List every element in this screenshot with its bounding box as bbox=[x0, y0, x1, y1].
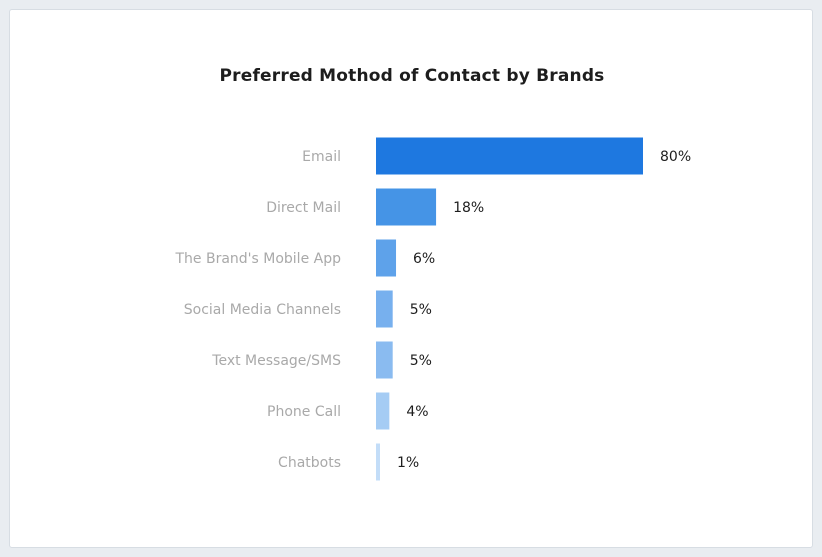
bar-chart: Email 80% Direct Mail 18% The Brand's Mobile… bbox=[174, 137, 691, 481]
bar bbox=[376, 188, 437, 226]
category-label: Email bbox=[302, 149, 341, 165]
bar bbox=[376, 137, 643, 175]
category-label: Direct Mail bbox=[266, 200, 341, 216]
value-label: 1% bbox=[397, 455, 419, 471]
bar bbox=[376, 392, 390, 430]
bar bbox=[376, 341, 393, 379]
value-label: 5% bbox=[410, 302, 432, 318]
value-label: 4% bbox=[406, 404, 428, 420]
category-label: Social Media Channels bbox=[184, 302, 341, 318]
category-label: Chatbots bbox=[278, 455, 341, 471]
bar bbox=[376, 290, 393, 328]
value-label: 5% bbox=[410, 353, 432, 369]
value-label: 80% bbox=[660, 149, 691, 165]
chart-card: Preferred Mothod of Contact by Brands Em… bbox=[9, 9, 813, 548]
category-label: Text Message/SMS bbox=[211, 353, 341, 369]
value-label: 18% bbox=[453, 200, 484, 216]
chart-title: Preferred Mothod of Contact by Brands bbox=[219, 66, 605, 86]
category-label: The Brand's Mobile App bbox=[174, 251, 341, 267]
bar bbox=[376, 239, 397, 277]
category-label: Phone Call bbox=[267, 404, 341, 420]
value-label: 6% bbox=[413, 251, 435, 267]
bar bbox=[376, 443, 380, 481]
